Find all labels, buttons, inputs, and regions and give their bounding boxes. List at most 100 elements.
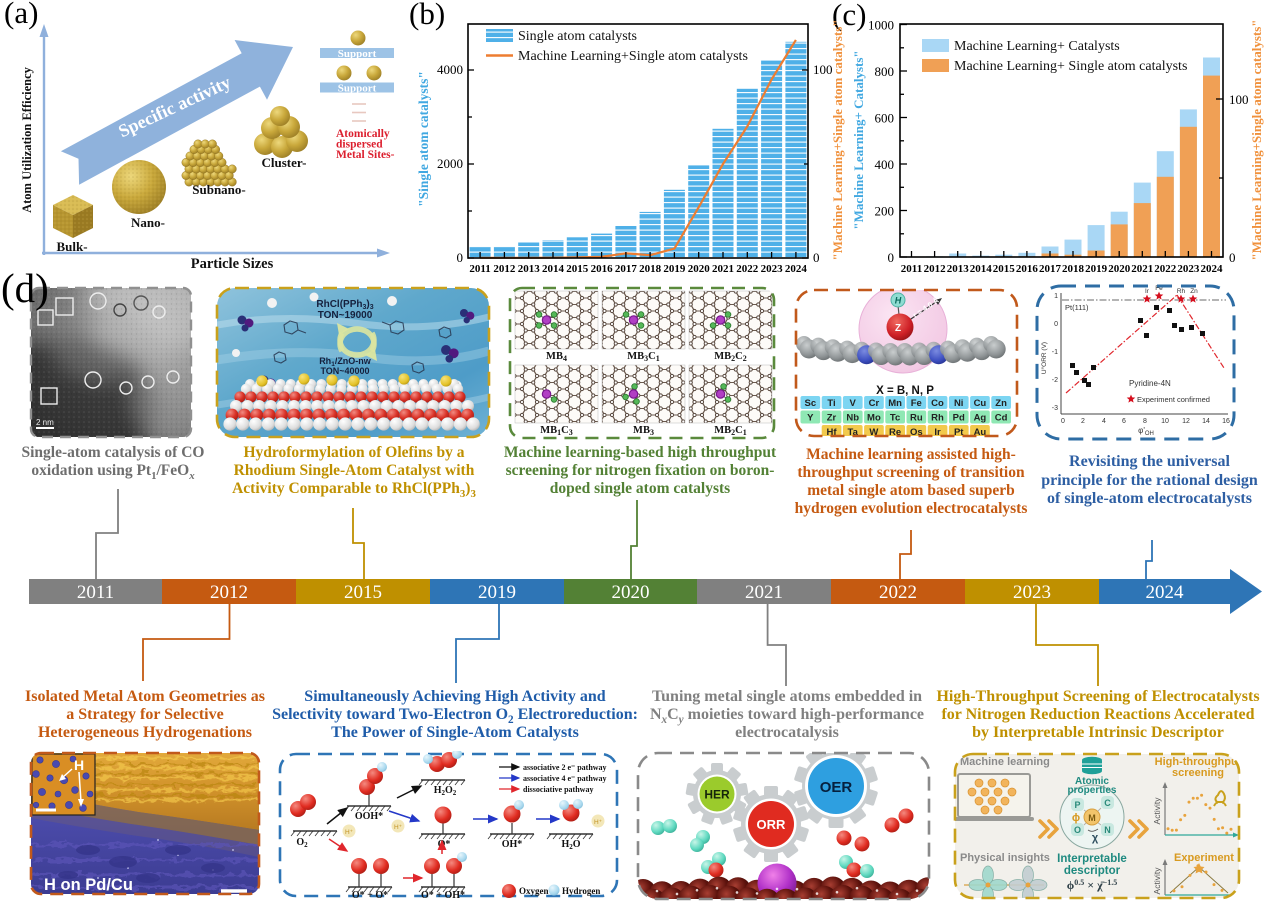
svg-text:800: 800 [875,64,895,79]
svg-text:12: 12 [1182,418,1190,425]
svg-text:-1: -1 [1052,349,1058,356]
svg-text:OER: OER [820,779,853,796]
svg-text:MB1C3: MB1C3 [540,425,573,437]
svg-text:2015: 2015 [993,263,1016,275]
svg-text:C: C [1104,798,1111,808]
svg-text:2016: 2016 [1016,263,1039,275]
svg-text:Fe: Fe [911,398,922,409]
svg-text:MB4: MB4 [546,351,567,363]
svg-text:O* + O*: O* + O* [352,890,388,899]
svg-text:Interpretable: Interpretable [1057,853,1127,865]
svg-text:Machine Learning+Single atom c: Machine Learning+Single atom catalysts [518,49,748,64]
svg-text:OOH*: OOH* [355,811,383,822]
svg-text:V: V [850,398,857,409]
svg-text:H: H [74,757,84,773]
svg-text:Machine learning: Machine learning [960,756,1050,768]
svg-text:Pt(111): Pt(111) [1065,303,1089,312]
svg-text:2014: 2014 [542,263,565,275]
svg-text:Zr: Zr [827,413,837,424]
svg-text:600: 600 [875,111,895,126]
svg-text:H⁺: H⁺ [345,829,354,836]
svg-text:Support: Support [338,48,377,60]
svg-text:Activity: Activity [1152,867,1162,895]
svg-text:100: 100 [1229,92,1249,107]
svg-text:2013: 2013 [518,263,541,275]
svg-text:2015: 2015 [344,582,382,603]
svg-text:Ti: Ti [827,398,835,409]
svg-text:Subnano-: Subnano- [192,182,245,197]
svg-text:Support: Support [338,83,377,95]
svg-text:Machine Learning+ Single atom: Machine Learning+ Single atom catalysts [954,59,1187,74]
svg-text:2017: 2017 [1039,263,1062,275]
svg-text:O*: O* [438,839,451,850]
svg-text:2023: 2023 [1177,263,1200,275]
svg-text:0: 0 [1054,321,1058,328]
svg-text:Y: Y [807,413,814,424]
svg-text:Pt: Pt [954,427,964,438]
svg-text:2024: 2024 [1201,263,1224,275]
svg-text:Sc: Sc [804,398,816,409]
svg-text:2012: 2012 [210,582,248,603]
svg-text:Pd: Pd [953,413,965,424]
svg-text:Fe: Fe [1155,285,1163,292]
svg-text:N: N [1104,825,1111,835]
svg-text:2024: 2024 [1146,582,1185,603]
svg-text:Activity: Activity [1152,797,1162,825]
svg-text:MB2C1: MB2C1 [714,425,747,437]
svg-text:Atom Utilization Efficiency: Atom Utilization Efficiency [20,66,34,213]
svg-text:2023: 2023 [761,263,784,275]
svg-text:Oxygen: Oxygen [519,886,549,896]
svg-text:2019: 2019 [663,263,686,275]
svg-text:0: 0 [813,250,820,265]
svg-text:Physical insights: Physical insights [960,852,1050,864]
svg-text:ϕ: ϕ [1072,812,1080,824]
svg-text:Nb: Nb [846,413,859,424]
svg-text:associative 4 e⁻ pathway: associative 4 e⁻ pathway [523,774,607,783]
svg-text:P: P [1074,800,1080,810]
svg-text:Ir: Ir [934,427,941,438]
svg-text:2023: 2023 [1013,582,1051,603]
svg-text:Au: Au [974,427,987,438]
svg-text:properties: properties [1068,785,1117,796]
svg-text:2022: 2022 [736,263,759,275]
svg-text:6: 6 [1122,418,1126,425]
svg-text:HER: HER [704,788,730,802]
svg-text:O: O [1074,825,1081,835]
svg-text:Zn: Zn [1190,288,1198,295]
svg-text:2011: 2011 [901,263,922,275]
svg-text:Cr: Cr [869,398,880,409]
svg-text:Cu: Cu [974,398,987,409]
svg-text:O2: O2 [296,837,308,849]
svg-text:"Machine Learning+Single atom: "Machine Learning+Single atom catalysts" [830,19,845,260]
svg-text:0: 0 [457,250,464,265]
svg-text:Cd: Cd [995,413,1008,424]
svg-text:TON~40000: TON~40000 [320,366,369,376]
svg-text:Experiment confirmed: Experiment confirmed [1137,395,1210,404]
svg-text:0: 0 [888,250,895,265]
svg-text:Ta: Ta [848,427,859,438]
svg-text:2021: 2021 [1131,263,1153,275]
svg-text:Re: Re [889,427,901,438]
svg-text:2022: 2022 [879,582,917,603]
svg-text:U°ORR (V): U°ORR (V) [1040,342,1048,374]
svg-text:2019: 2019 [1085,263,1108,275]
svg-text:-2: -2 [1052,377,1058,384]
svg-text:dispersed: dispersed [336,139,383,151]
svg-text:H2O: H2O [561,839,580,851]
svg-text:MB3C1: MB3C1 [627,351,660,363]
svg-text:Mn: Mn [888,398,902,409]
svg-text:H: H [895,296,902,306]
svg-text:-3: -3 [1052,405,1058,412]
svg-text:4: 4 [1102,418,1106,425]
svg-text:RhCl(PPh3)3: RhCl(PPh3)3 [316,299,373,311]
svg-text:Ir: Ir [1145,288,1150,295]
svg-text:14: 14 [1202,418,1210,425]
svg-text:10: 10 [1161,418,1169,425]
svg-text:2022: 2022 [1154,263,1177,275]
svg-text:Hydrogen: Hydrogen [562,886,600,896]
svg-text:2018: 2018 [1062,263,1085,275]
svg-text:2: 2 [1081,418,1085,425]
svg-text:2 nm: 2 nm [36,418,54,427]
svg-text:2017: 2017 [615,263,638,275]
svg-text:Atomically: Atomically [336,128,390,140]
